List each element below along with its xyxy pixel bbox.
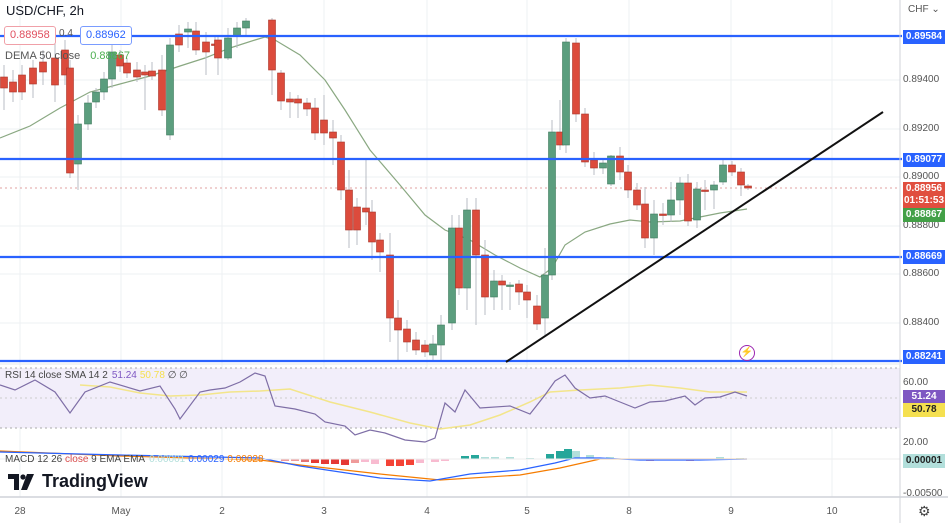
price-tag: 51.24 bbox=[903, 390, 945, 404]
tradingview-logo[interactable]: TradingView bbox=[8, 471, 148, 492]
macd-label-a: MACD 12 26 bbox=[5, 454, 66, 465]
buy-price-button[interactable]: 0.88962 bbox=[80, 26, 132, 45]
time-axis-label: 9 bbox=[728, 506, 734, 517]
macd-signal-value: 0.00028 bbox=[227, 454, 264, 465]
macd-histogram bbox=[281, 449, 744, 466]
price-axis-label: 0.89200 bbox=[903, 123, 940, 134]
brand-name: TradingView bbox=[42, 471, 148, 491]
dema-label: DEMA 50 close bbox=[5, 50, 81, 62]
dema-value: 0.88867 bbox=[90, 50, 130, 62]
price-axis-label: 0.89400 bbox=[903, 74, 940, 85]
rsi-sma-line bbox=[79, 384, 747, 430]
macd-value: 0.00029 bbox=[188, 454, 225, 465]
time-axis-label: 8 bbox=[626, 506, 632, 517]
macd-label-close: close bbox=[65, 454, 89, 465]
price-tag: 0.88669 bbox=[903, 250, 945, 264]
dema-legend[interactable]: DEMA 50 close 0.88867 bbox=[5, 50, 130, 62]
settings-gear-icon[interactable]: ⚙ bbox=[918, 503, 931, 519]
candlesticks bbox=[0, 18, 752, 360]
macd-hist-value: 0.00001 bbox=[149, 454, 186, 465]
time-axis-label: May bbox=[111, 506, 131, 517]
rsi-value: 51.24 bbox=[111, 370, 137, 381]
price-axis-label: 60.00 bbox=[903, 377, 929, 388]
rsi-legend[interactable]: RSI 14 close SMA 14 2 51.24 50.78 ∅ ∅ bbox=[5, 370, 188, 381]
lightning-alert-icon[interactable]: ⚡ bbox=[739, 345, 755, 361]
price-axis-label: -0.00500 bbox=[903, 488, 943, 499]
rsi-sma-value: 50.78 bbox=[139, 370, 165, 381]
support-resistance-levels[interactable] bbox=[0, 34, 902, 363]
time-axis-label: 28 bbox=[14, 506, 26, 517]
macd-legend[interactable]: MACD 12 26 close 9 EMA EMA 0.00001 0.00029… bbox=[5, 454, 264, 465]
currency-selector[interactable]: CHF ⌄ bbox=[908, 4, 940, 15]
ascending-trendline[interactable] bbox=[505, 111, 884, 363]
price-axis-label: 20.00 bbox=[903, 437, 929, 448]
time-axis-label: 4 bbox=[424, 506, 430, 517]
time-axis-label: 3 bbox=[321, 506, 327, 517]
rsi-line bbox=[0, 372, 748, 443]
time-axis-label: 10 bbox=[826, 506, 838, 517]
price-tag: 50.78 bbox=[903, 403, 945, 417]
tradingview-logo-icon bbox=[8, 473, 34, 490]
spread-value: 0.4 bbox=[59, 28, 73, 39]
time-axis-label: 2 bbox=[219, 506, 225, 517]
price-tag: 0.88867 bbox=[903, 208, 945, 222]
price-tag: 0.88956 bbox=[903, 182, 945, 196]
price-axis-label: 0.88400 bbox=[903, 317, 940, 328]
price-axis-label: 0.88800 bbox=[903, 220, 940, 231]
price-tag: 0.89077 bbox=[903, 153, 945, 167]
symbol-title[interactable]: USD/CHF, 2h bbox=[6, 3, 85, 18]
sell-price-button[interactable]: 0.88958 bbox=[4, 26, 56, 45]
price-tag: 0.88241 bbox=[903, 350, 945, 364]
price-tag: 01:51:53 bbox=[903, 194, 945, 208]
price-tag: 0.89584 bbox=[903, 30, 945, 44]
price-axis-label: 0.88600 bbox=[903, 268, 940, 279]
rsi-extra: ∅ ∅ bbox=[167, 370, 188, 381]
time-axis-label: 5 bbox=[524, 506, 530, 517]
price-tag: 0.00001 bbox=[903, 454, 945, 468]
rsi-label: RSI 14 close SMA 14 2 bbox=[5, 370, 108, 381]
price-axis-label: 0.89000 bbox=[903, 171, 940, 182]
macd-label-b: 9 EMA EMA bbox=[88, 454, 146, 465]
